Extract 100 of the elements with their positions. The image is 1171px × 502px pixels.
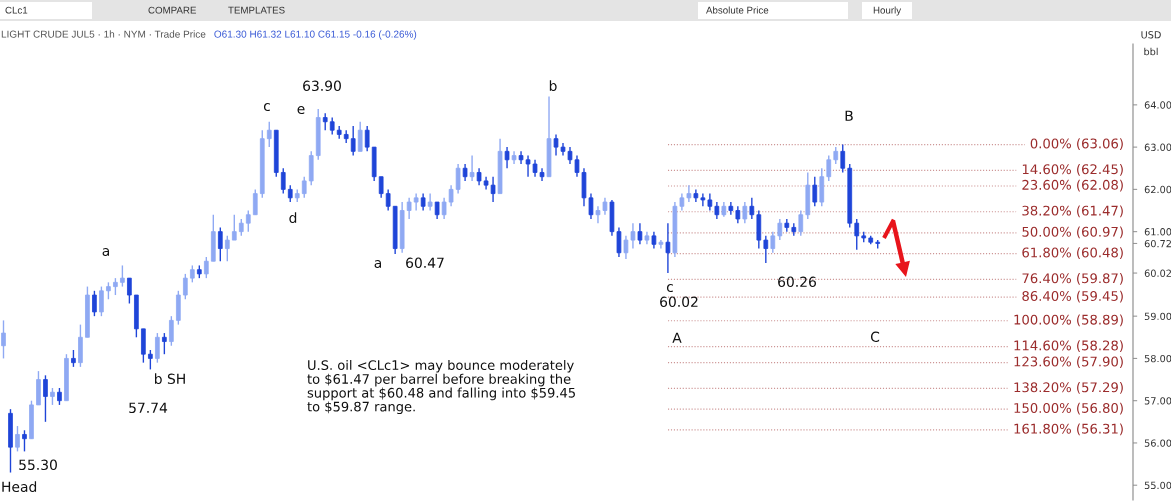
y-tick-label: 64.00 [1144, 101, 1171, 109]
y-tick-label: 61.00 [1144, 228, 1171, 236]
candlestick [455, 163, 461, 195]
candlestick [469, 154, 475, 182]
annotation: A [672, 332, 682, 343]
candlestick [92, 290, 97, 317]
candlestick [231, 214, 237, 241]
candlestick [854, 218, 860, 251]
y-tick-label: 56.00 [1144, 439, 1171, 447]
ref-line-label: 50.00% (60.97) [1022, 226, 1123, 239]
candlestick [357, 121, 363, 153]
ref-line-label: 100.00% (58.89) [1014, 314, 1123, 327]
candlestick [1, 319, 6, 360]
annotation: U.S. oil <CLc1> may bounce moderately to $61.47 per barrel before breaking the support at $60.48 and falling into $59.45 to $59.87 range. [307, 359, 575, 415]
candlestick [245, 209, 251, 233]
annotation: 57.74 [129, 402, 168, 414]
candlestick [427, 192, 433, 212]
ref-line-label: 38.20% (61.47) [1022, 205, 1123, 218]
ref-line-label: 138.20% (57.29) [1014, 382, 1123, 394]
ref-line-label: 150.00% (56.80) [1014, 402, 1123, 415]
annotation: B [845, 110, 853, 121]
annotation: b [549, 80, 557, 92]
candlestick [266, 121, 272, 148]
candlestick [224, 235, 230, 262]
ref-line-label: 86.40% (59.45) [1022, 290, 1123, 303]
candlestick [385, 188, 391, 212]
text: COMPARE [148, 6, 197, 14]
annotation: e [297, 106, 305, 115]
candlestick [148, 349, 153, 371]
candlestick [637, 222, 643, 246]
text: Hourly [873, 6, 902, 16]
chart-title: LIGHT CRUDE JUL5 · 1h · NYM · Trade Price [1, 30, 206, 38]
candlestick [413, 192, 419, 212]
candlestick [364, 125, 370, 153]
annotation: 60.26 [778, 276, 817, 288]
ref-line-label: 14.60% (62.45) [1022, 163, 1123, 176]
annotation: Head [2, 481, 37, 493]
annotation: 55.30 [19, 459, 57, 471]
candlestick [217, 226, 223, 262]
y-tick-label: 59.00 [1144, 312, 1171, 320]
y-tick-label: 62.00 [1144, 185, 1171, 194]
candlestick [749, 197, 755, 220]
candlestick [378, 176, 384, 199]
ref-line-label: 0.00% (63.06) [1030, 138, 1123, 150]
ref-line-label: 114.60% (58.28) [1014, 340, 1123, 352]
candlestick [15, 425, 20, 453]
candlestick [777, 218, 783, 241]
candlestick [812, 176, 818, 207]
annotation: c [666, 284, 673, 293]
candlestick [826, 154, 832, 182]
y-tick-label: 60.02 [1144, 269, 1171, 277]
candlestick [658, 239, 664, 250]
ref-line-label: 23.60% (62.08) [1022, 179, 1123, 192]
text: CLc1 [5, 6, 28, 14]
candlestick [22, 429, 27, 453]
candlestick [350, 125, 356, 157]
y-tick-label: 55.00 [1144, 481, 1171, 490]
candlestick [120, 264, 125, 288]
y-tick-label: 57.00 [1144, 397, 1171, 405]
annotation: b SH [155, 373, 185, 385]
candlestick [169, 315, 174, 347]
ref-line-label: 123.60% (57.90) [1014, 356, 1123, 369]
candlestick [441, 197, 447, 220]
candlestick [686, 184, 692, 203]
candlestick [448, 184, 454, 207]
chart-subtitle: O61.30 H61.32 L61.10 C61.15 -0.16 (-0.26%) [214, 30, 417, 40]
annotation: c [263, 103, 270, 112]
candlestick [406, 197, 412, 220]
annotation: 60.47 [406, 257, 444, 269]
candlestick [162, 332, 167, 355]
candlestick [665, 222, 671, 274]
ref-line-label: 61.80% (60.48) [1022, 247, 1123, 259]
annotation: 60.02 [660, 296, 698, 308]
y-tick-label: 58.00 [1144, 354, 1171, 363]
annotation: C [870, 331, 880, 343]
candlestick [127, 277, 132, 305]
candlestick [301, 176, 307, 199]
annotation: a [102, 248, 109, 257]
annotation: d [289, 212, 297, 224]
candlestick [504, 146, 510, 169]
candlestick [43, 374, 48, 423]
candlestick [742, 201, 748, 224]
candlestick [840, 143, 846, 174]
ref-line-label: 161.80% (56.31) [1014, 423, 1123, 436]
candlestick [798, 209, 804, 237]
text: Absolute Price [706, 6, 769, 14]
y-tick-label: 63.00 [1144, 143, 1171, 151]
ref-line-label: 76.40% (59.87) [1022, 273, 1123, 285]
y-tick-label: 60.72 [1144, 239, 1171, 248]
candlestick [252, 188, 258, 216]
candlestick [280, 167, 286, 195]
candlestick [99, 285, 104, 317]
annotation: a [374, 260, 381, 269]
candlestick [770, 230, 776, 254]
candlestick [203, 256, 209, 279]
candlestick [155, 332, 160, 364]
candlestick [763, 235, 769, 264]
candlestick [182, 273, 188, 300]
annotation: 63.90 [303, 80, 341, 92]
y-axis-title: USD bbl [1141, 31, 1161, 56]
